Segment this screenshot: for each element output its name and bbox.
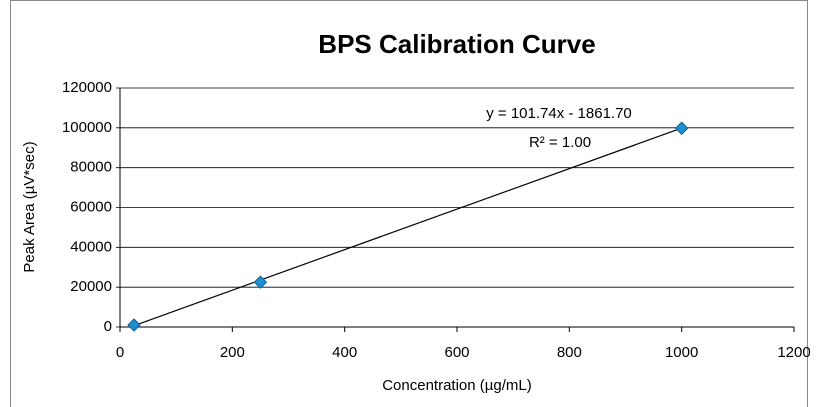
y-tick-label: 40000	[70, 238, 112, 255]
x-tick-label: 400	[332, 344, 357, 361]
y-axis-label: Peak Area (µV*sec)	[21, 141, 38, 272]
x-tick-label: 0	[116, 344, 124, 361]
x-axis-label: Concentration (µg/mL)	[382, 377, 532, 394]
y-tick-label: 60000	[70, 198, 112, 215]
y-tick-label: 100000	[62, 119, 112, 136]
data-point	[127, 318, 141, 332]
y-tick-label: 120000	[62, 79, 112, 96]
data-point	[253, 275, 268, 289]
trendline	[133, 127, 682, 327]
chart-frame	[10, 0, 808, 407]
x-tick-label: 800	[557, 344, 582, 361]
x-tick-label: 1200	[777, 344, 810, 361]
trendline-equation: y = 101.74x - 1861.70	[486, 105, 632, 122]
chart-title: BPS Calibration Curve	[318, 29, 595, 59]
y-tick-label: 0	[104, 318, 112, 335]
y-tick-label: 20000	[70, 278, 112, 295]
x-tick-label: 1000	[665, 344, 698, 361]
x-tick-label: 600	[444, 344, 469, 361]
trendline-r2: R² = 1.00	[529, 134, 591, 151]
data-point	[674, 121, 689, 135]
x-tick-label: 200	[220, 344, 245, 361]
y-tick-label: 80000	[70, 159, 112, 176]
